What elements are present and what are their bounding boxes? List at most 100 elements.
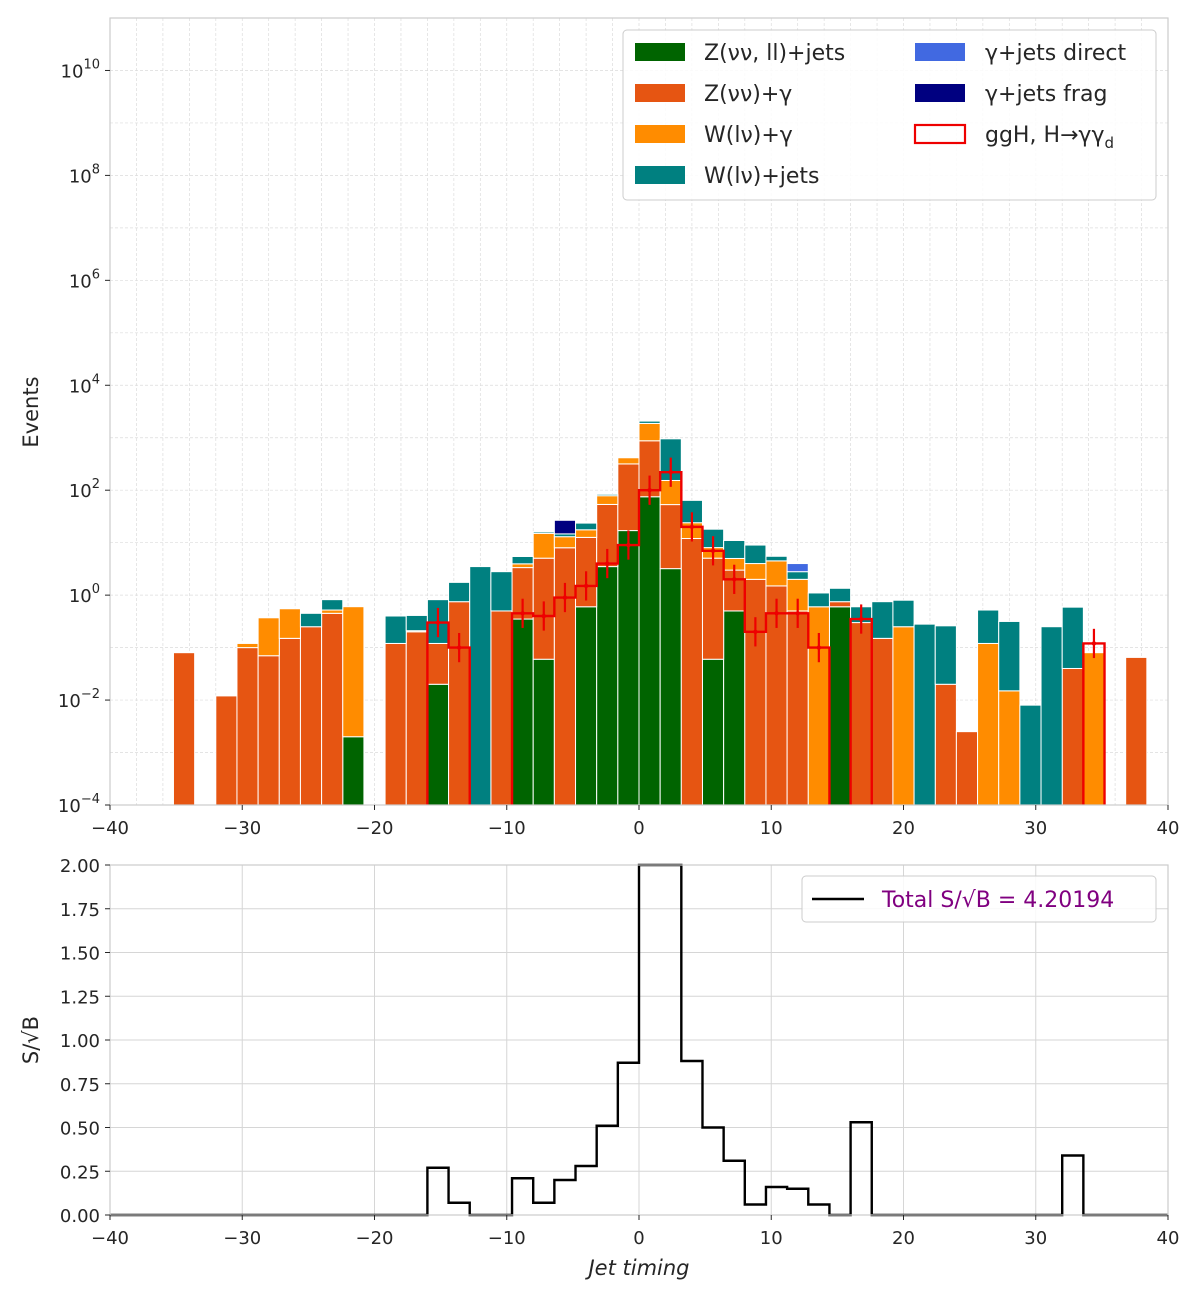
histogram-bar (871, 601, 894, 639)
legend-swatch-signal (913, 123, 967, 145)
top-x-tick-label: −20 (356, 818, 394, 839)
bottom-x-tick-label: −20 (356, 1228, 394, 1249)
histogram-bar (977, 642, 1000, 806)
histogram-bar (638, 420, 661, 424)
histogram-bar (659, 504, 682, 570)
histogram-bar (299, 626, 323, 806)
histogram-bar (828, 606, 852, 806)
histogram-bar (723, 539, 746, 559)
histogram-bar (236, 647, 259, 806)
signal-point (795, 611, 800, 616)
histogram-bar (744, 544, 767, 565)
histogram-bar (955, 731, 979, 806)
top-x-tick-label: −30 (223, 818, 261, 839)
bottom-x-tick-label: 20 (892, 1228, 915, 1249)
bottom-y-tick-label: 1.00 (60, 1031, 100, 1052)
histogram-bar (532, 532, 555, 559)
histogram-bar (638, 496, 661, 806)
signal-point (710, 548, 716, 553)
histogram-bar (1061, 667, 1084, 806)
histogram-bar (575, 529, 598, 538)
histogram-bar (532, 531, 555, 534)
histogram-bar (807, 592, 830, 608)
histogram-bar (426, 683, 450, 806)
histogram-bar (469, 566, 492, 806)
histogram-bar (871, 637, 894, 806)
histogram-bar (596, 566, 619, 806)
histogram-bar (596, 493, 619, 497)
signal-point (626, 542, 631, 548)
histogram-bar (701, 557, 725, 660)
signal-point (732, 577, 737, 582)
histogram-bar (701, 658, 725, 806)
legend-label: W(lν)+γ (704, 123, 793, 148)
histogram-bar (236, 642, 259, 649)
bottom-x-tick-label: −10 (488, 1228, 526, 1249)
signal-step-outline (510, 471, 831, 805)
histogram-bar (278, 637, 301, 806)
signal-point (816, 645, 822, 650)
top-y-tick-label: 100 (69, 582, 100, 607)
histogram-bar (342, 736, 365, 806)
legend-swatch (915, 84, 965, 102)
top-y-tick-label: 1010 (61, 57, 100, 82)
signal-point (456, 645, 462, 650)
histogram-bar (1040, 626, 1063, 806)
histogram-bar (828, 587, 852, 603)
histogram-bar (659, 568, 682, 806)
histogram-bar (384, 615, 407, 644)
histogram-bar (1019, 704, 1042, 806)
histogram-bar (575, 522, 598, 531)
top-x-tick-label: 0 (633, 818, 644, 839)
top-x-tick-label: 30 (1024, 818, 1047, 839)
histogram-bar (998, 690, 1021, 806)
histogram-bar (638, 422, 661, 442)
legend-swatch (635, 125, 685, 143)
legend-label: Z(νν, ll)+jets (704, 41, 845, 66)
histogram-bar (511, 555, 534, 565)
histogram-bar (744, 563, 767, 580)
bottom-y-tick-label: 0.75 (60, 1075, 100, 1096)
histogram-bar (321, 612, 344, 806)
histogram-bar (257, 617, 280, 657)
histogram-bar (511, 618, 534, 806)
bottom-x-tick-label: 40 (1157, 1228, 1180, 1249)
histogram-bar (786, 610, 809, 806)
histogram-bar (723, 610, 746, 806)
top-y-tick-label: 10−2 (58, 687, 100, 712)
signal-point (583, 583, 589, 589)
bottom-legend-box (801, 875, 1157, 923)
histogram-bar (913, 623, 936, 806)
bottom-x-tick-label: −30 (223, 1228, 261, 1249)
bottom-y-tick-label: 2.00 (60, 856, 100, 877)
top-x-tick-label: −40 (91, 818, 129, 839)
legend-swatch (635, 166, 685, 184)
histogram-bar (892, 626, 915, 806)
signal-point (668, 470, 673, 475)
histogram-bar (215, 695, 238, 806)
histogram-bar (384, 642, 407, 806)
bottom-y-tick-label: 1.75 (60, 900, 100, 921)
top-x-tick-label: 20 (892, 818, 915, 839)
bottom-x-tick-label: 0 (633, 1228, 644, 1249)
signal-step-outline (426, 621, 471, 805)
top-y-tick-label: 104 (69, 372, 100, 397)
histogram-bar (977, 609, 1000, 644)
histogram-bar (575, 606, 598, 806)
top-legend: Z(νν, ll)+jets Z(νν)+γ W(lν)+γ W(lν)+jets γ+… (622, 29, 1157, 201)
top-x-tick-labels: −40 −30 −20 −10 0 10 20 30 40 (91, 805, 1179, 839)
bottom-y-tick-labels: 0.00 0.25 0.50 0.75 1.00 1.25 1.50 1.75 2.00 (60, 856, 110, 1227)
histogram-bar (617, 463, 640, 532)
bottom-y-tick-label: 0.00 (60, 1206, 100, 1227)
bottom-legend: Total S/√B = 4.20194 (801, 875, 1157, 923)
histogram-bar (553, 519, 577, 535)
histogram-bar (405, 614, 428, 632)
histogram-bar (892, 599, 915, 628)
histogram-bar (1061, 606, 1084, 669)
histogram-bar (257, 655, 280, 806)
histogram-bar (828, 601, 852, 608)
legend-label: W(lν)+jets (704, 164, 820, 189)
top-y-tick-label: 108 (69, 162, 100, 187)
legend-swatch (915, 43, 965, 61)
